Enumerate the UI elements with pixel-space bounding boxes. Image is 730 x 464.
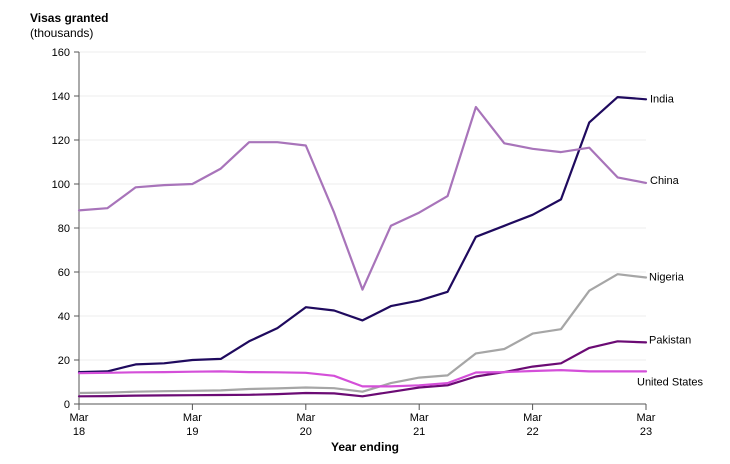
series-label-united-states: United States [637, 376, 704, 388]
y-tick-label: 140 [52, 91, 70, 103]
x-tick-month: Mar [410, 412, 429, 424]
y-tick-label: 100 [52, 179, 70, 191]
series-label-india: India [650, 93, 675, 105]
x-tick-month: Mar [70, 412, 89, 424]
x-tick-month: Mar [296, 412, 315, 424]
y-tick-label: 120 [52, 135, 70, 147]
x-tick-labels: Mar 18 Mar 19 Mar 20 Mar 21 Mar 22 Mar 23 [70, 412, 656, 438]
y-tick-label: 60 [58, 267, 70, 279]
y-tick-label: 0 [64, 399, 70, 411]
y-tick-label: 80 [58, 223, 70, 235]
series-label-china: China [650, 175, 680, 187]
x-tick-year: 23 [640, 426, 652, 438]
x-tick-year: 21 [413, 426, 425, 438]
gridlines [79, 51, 646, 361]
series-line-india [77, 95, 648, 374]
series-labels: India China Nigeria Pakistan United States [637, 93, 704, 388]
x-axis-title-wrap: Year ending [0, 440, 730, 454]
series-line-china [77, 105, 648, 291]
series-line-united-states [77, 369, 648, 388]
series-lines [77, 95, 648, 398]
x-tick-month: Mar [523, 412, 542, 424]
y-tick-label: 20 [58, 355, 70, 367]
y-tick-labels: 0 20 40 60 80 100 120 140 160 [52, 47, 70, 411]
y-tick-label: 40 [58, 311, 70, 323]
x-tick-year: 19 [186, 426, 198, 438]
x-tick-year: 18 [73, 426, 85, 438]
x-axis-title: Year ending [330, 440, 400, 454]
x-tick-month: Mar [183, 412, 202, 424]
x-tick-month: Mar [637, 412, 656, 424]
series-label-pakistan: Pakistan [649, 334, 691, 346]
y-tick-label: 160 [52, 47, 70, 59]
y-axis-unit: (thousands) [30, 26, 94, 40]
series-line-pakistan [77, 340, 648, 398]
series-label-nigeria: Nigeria [649, 272, 685, 284]
series-line-nigeria [77, 273, 648, 395]
x-tick-year: 22 [526, 426, 538, 438]
y-axis-title: Visas granted [30, 11, 109, 25]
axes [74, 51, 647, 410]
x-tick-year: 20 [300, 426, 312, 438]
